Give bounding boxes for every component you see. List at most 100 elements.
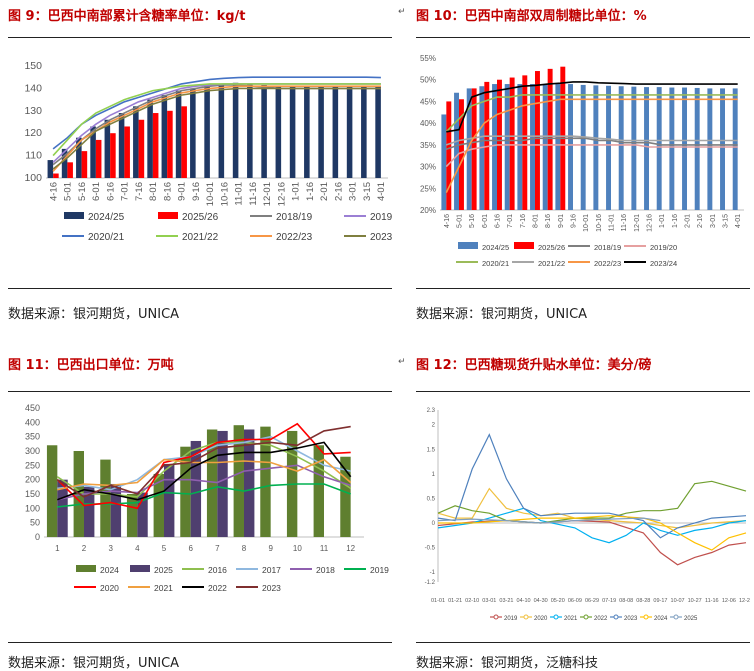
bar-2024/25 — [504, 84, 510, 210]
bar-2024/25 — [656, 87, 662, 210]
chart-premium: -1.2-1-0.500.511.522.301-01 01-21 02-10 03-… — [425, 408, 750, 622]
bar-2024 — [100, 459, 111, 537]
bar-2024/25 — [441, 114, 447, 210]
y-tick-label: 35% — [420, 141, 436, 150]
x-tick-label: 9-16 — [570, 214, 577, 228]
y-tick-label: 140 — [24, 82, 42, 94]
x-tick-label: 2-16 — [333, 182, 344, 201]
legend-label-2022/23: 2022/23 — [594, 259, 621, 268]
bar-2025/26 — [53, 173, 59, 178]
source-note-10: 数据来源：银河期货，UNICA — [416, 307, 588, 322]
x-tick-label: 12-01 — [262, 182, 273, 206]
y-tick-label: 55% — [420, 54, 436, 63]
legend-label-2023/24: 2023/24 — [370, 232, 392, 243]
bar-2024 — [153, 473, 164, 537]
y-tick-label: 100 — [25, 503, 40, 513]
bar-2024/25 — [90, 126, 96, 178]
x-tick-label: 11-16 — [621, 214, 628, 231]
bar-2024/25 — [555, 84, 561, 210]
legend-label-2018/19: 2018/19 — [276, 212, 313, 223]
x-tick-label: 7-16 — [134, 182, 145, 201]
y-tick-label: 2.3 — [427, 408, 436, 414]
y-tick-label: 300 — [25, 446, 40, 456]
series-line-2023/24 — [52, 87, 381, 170]
bar-2024/25 — [593, 85, 599, 210]
bar-2024/25 — [218, 83, 225, 178]
legend-label-2022/23: 2022/23 — [276, 232, 313, 243]
chart-sugar-content: 100 110 120 130 140 150 4-16 5-01 5-16 6-01 6-16 7-… — [24, 60, 392, 243]
y-tick-label: 400 — [25, 417, 40, 427]
series-line-2020/21 — [445, 94, 738, 133]
series-line-2020 — [437, 487, 747, 529]
x-tick-label: 12-06 — [722, 598, 736, 604]
legend-marker-2022 — [583, 614, 589, 620]
legend-marker-2024 — [643, 614, 649, 620]
series-line-2017 — [57, 435, 351, 491]
bar-2024/25 — [247, 83, 253, 178]
x-tick-label: 6 — [188, 544, 193, 553]
chart-title-11: 图 11：巴西出口单位：万吨 — [8, 358, 174, 373]
series-line-2022/23 — [52, 85, 381, 172]
y-tick-label: 110 — [25, 150, 42, 162]
series-line-2025 — [437, 517, 661, 524]
bar-2025/26 — [522, 75, 528, 210]
x-tick-label: 10-07 — [671, 598, 685, 604]
series-line-2022/23 — [445, 98, 738, 193]
source-rule — [8, 288, 392, 289]
bar-2024/25 — [530, 84, 535, 210]
y-tick-label: 0 — [35, 532, 40, 542]
legend-marker-2019 — [493, 614, 499, 620]
legend-label-2021: 2021 — [564, 616, 578, 622]
bar-2024/25 — [61, 148, 68, 178]
bar-2024 — [126, 494, 138, 537]
series-line-2020/21 — [52, 76, 381, 150]
x-tick-label: 3-01 — [348, 182, 359, 201]
x-tick-label: 08-28 — [636, 598, 650, 604]
bar-2024/25 — [104, 119, 111, 178]
source-note-11: 数据来源：银河期货，UNICA — [8, 656, 180, 671]
legend-label-2024/25: 2024/25 — [482, 243, 509, 252]
legend-label-2018: 2018 — [316, 565, 335, 575]
legend-swatch-2024 — [76, 565, 96, 572]
x-tick-label: 3-15 — [722, 214, 729, 228]
y-tick-label: 200 — [25, 475, 40, 485]
series-line-2018 — [57, 464, 351, 501]
bar-2025 — [137, 492, 148, 537]
x-tick-label: 9-01 — [177, 182, 188, 201]
bar-2024 — [206, 429, 218, 537]
x-tick-label: 3-15 — [362, 182, 373, 201]
x-tick-label: 4 — [135, 544, 140, 553]
legend-marker-2021 — [553, 614, 559, 620]
y-tick-label: 2 — [432, 423, 436, 429]
x-tick-label: 5 — [162, 544, 167, 553]
title-rule — [416, 391, 750, 392]
legend-label-2025: 2025 — [684, 616, 698, 622]
legend-label-2023: 2023 — [624, 616, 638, 622]
x-tick-label: 03-21 — [499, 598, 513, 604]
x-tick-label: 5-16 — [77, 182, 88, 201]
x-tick-label: 06-09 — [568, 598, 582, 604]
legend-label-2020: 2020 — [534, 616, 548, 622]
legend-swatch-2025/26 — [514, 242, 534, 249]
bar-2024/25 — [361, 86, 367, 178]
y-tick-label: 1.5 — [427, 447, 436, 453]
x-tick-label: 11-16 — [705, 598, 719, 604]
x-tick-label: 10-01 — [583, 214, 590, 232]
x-tick-label: 1-16 — [672, 214, 679, 228]
x-tick-label: 10-27 — [688, 598, 702, 604]
title-rule — [416, 37, 750, 38]
bar-2025 — [190, 440, 202, 537]
bar-2025 — [244, 429, 255, 537]
x-tick-label: 09-17 — [653, 598, 667, 604]
bar-2024/25 — [47, 160, 54, 178]
source-rule — [416, 288, 750, 289]
y-tick-label: 50% — [420, 76, 436, 85]
x-tick-label: 4-16 — [444, 214, 451, 228]
y-tick-label: 350 — [25, 432, 40, 442]
legend-label-2023: 2023 — [262, 583, 281, 593]
legend-label-2017: 2017 — [262, 565, 281, 575]
legend-label-2019/20: 2019/20 — [370, 212, 392, 223]
legend-label-2024: 2024 — [654, 616, 668, 622]
x-tick-label: 07-19 — [602, 598, 616, 604]
x-tick-label: 7 — [215, 544, 220, 553]
